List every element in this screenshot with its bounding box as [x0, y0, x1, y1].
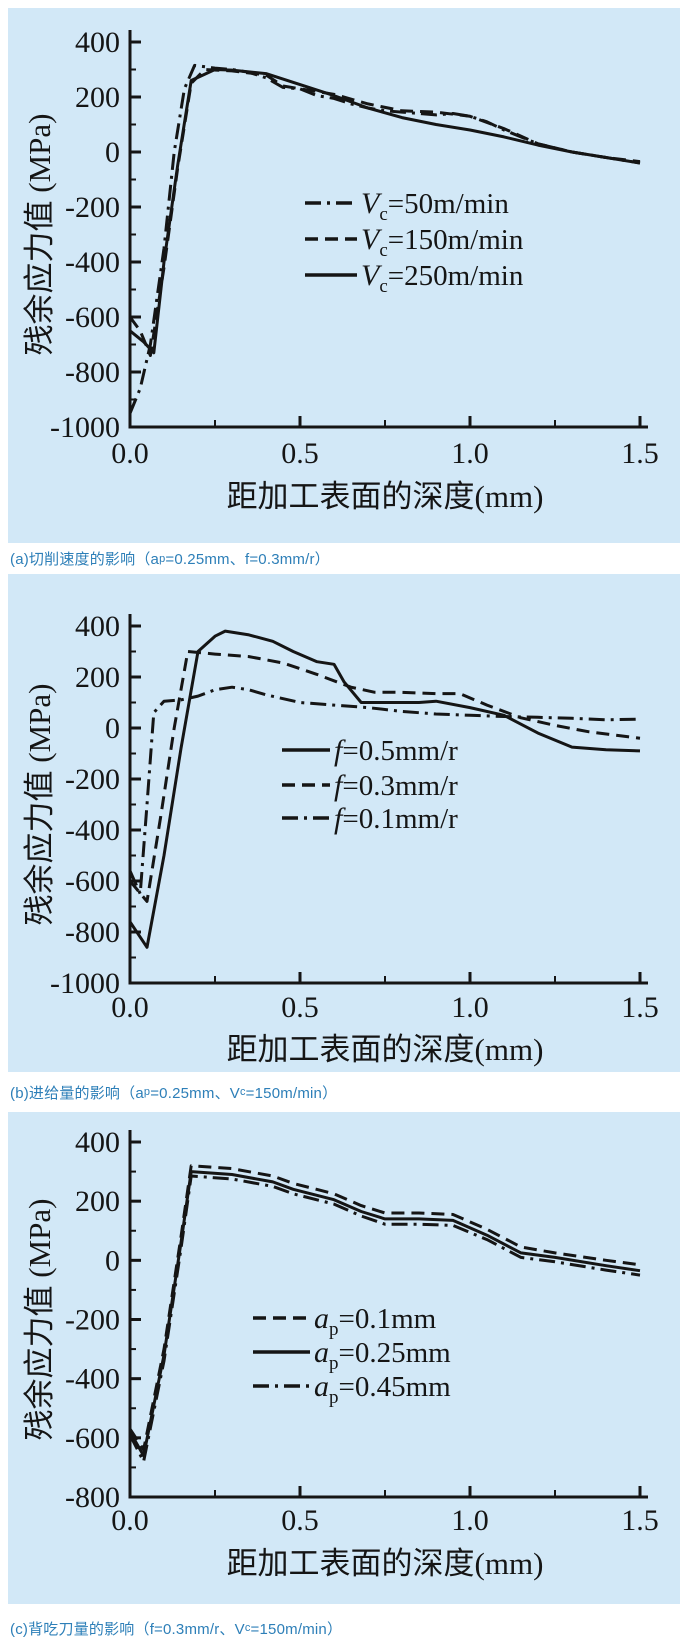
svg-text:1.0: 1.0 — [451, 1504, 489, 1537]
svg-text:1.0: 1.0 — [451, 991, 489, 1024]
svg-text:残余应力值 (MPa): 残余应力值 (MPa) — [22, 114, 57, 356]
svg-text:0.5: 0.5 — [281, 437, 319, 470]
svg-text:-1000: -1000 — [50, 967, 120, 1000]
svg-text:Vc=250m/min: Vc=250m/min — [361, 259, 524, 297]
svg-text:-200: -200 — [65, 1304, 120, 1337]
caption-c-text: (c)背吃刀量的影响（f=0.3mm/r、V — [10, 1620, 245, 1638]
svg-text:0.0: 0.0 — [111, 991, 149, 1024]
caption-a-text-rest: =0.25mm、f=0.3mm/r） — [165, 551, 330, 568]
svg-text:1.5: 1.5 — [621, 1504, 659, 1537]
svg-text:-200: -200 — [65, 763, 120, 796]
svg-text:残余应力值 (MPa): 残余应力值 (MPa) — [22, 684, 57, 926]
svg-text:-200: -200 — [65, 191, 120, 224]
caption-a-text: (a)切削速度的影响（a — [10, 551, 160, 568]
svg-text:-600: -600 — [65, 301, 120, 334]
svg-text:-600: -600 — [65, 865, 120, 898]
caption-b-text-mid: =0.25mm、V — [150, 1084, 240, 1102]
svg-text:-400: -400 — [65, 246, 120, 279]
caption-b: (b)进给量的影响（a p =0.25mm、V c =150m/min） — [10, 1072, 680, 1112]
chart-panel-a: -1000 -800 -600 -400 -200 0 200 400 0.0 0.5 1.0 1.5… — [8, 8, 680, 543]
svg-text:0.0: 0.0 — [111, 437, 149, 470]
svg-text:距加工表面的深度(mm): 距加工表面的深度(mm) — [227, 1546, 544, 1581]
caption-c: (c)背吃刀量的影响（f=0.3mm/r、V c =150m/min） — [10, 1604, 680, 1652]
svg-text:200: 200 — [75, 1185, 120, 1218]
svg-text:ap=0.25mm: ap=0.25mm — [314, 1336, 451, 1374]
svg-text:0: 0 — [105, 136, 120, 169]
svg-text:ap=0.45mm: ap=0.45mm — [314, 1370, 451, 1408]
svg-text:-800: -800 — [65, 1481, 120, 1514]
caption-a: (a)切削速度的影响（a p =0.25mm、f=0.3mm/r） — [10, 543, 680, 574]
chart-a-canvas: -1000 -800 -600 -400 -200 0 200 400 0.0 0.5 1.0 1.5… — [22, 26, 659, 514]
svg-text:距加工表面的深度(mm): 距加工表面的深度(mm) — [227, 1032, 544, 1067]
svg-text:0: 0 — [105, 1244, 120, 1277]
chart-b-canvas: -1000 -800 -600 -400 -200 0 200 400 0.0 0.5 1.0 1.5… — [22, 610, 659, 1067]
chart-c-canvas: -800 -600 -400 -200 0 200 400 0.0 0.5 1.0 1.5 距加工表面… — [22, 1126, 659, 1581]
svg-text:0: 0 — [105, 712, 120, 745]
svg-text:f=0.3mm/r: f=0.3mm/r — [334, 769, 458, 802]
caption-c-text-rest: =150m/min） — [250, 1620, 343, 1638]
svg-text:400: 400 — [75, 610, 120, 643]
svg-text:200: 200 — [75, 661, 120, 694]
svg-text:距加工表面的深度(mm): 距加工表面的深度(mm) — [227, 479, 544, 514]
svg-text:f=0.1mm/r: f=0.1mm/r — [334, 802, 458, 835]
svg-text:-400: -400 — [65, 814, 120, 847]
svg-text:400: 400 — [75, 26, 120, 59]
svg-text:0.0: 0.0 — [111, 1504, 149, 1537]
svg-text:1.0: 1.0 — [451, 437, 489, 470]
svg-text:f=0.5mm/r: f=0.5mm/r — [334, 734, 458, 767]
svg-text:200: 200 — [75, 81, 120, 114]
caption-b-text: (b)进给量的影响（a — [10, 1084, 144, 1102]
svg-text:残余应力值 (MPa): 残余应力值 (MPa) — [22, 1199, 57, 1441]
svg-text:-800: -800 — [65, 916, 120, 949]
svg-text:-600: -600 — [65, 1422, 120, 1455]
residual-stress-figure: -1000 -800 -600 -400 -200 0 200 400 0.0 0.5 1.0 1.5… — [0, 8, 680, 1652]
svg-text:1.5: 1.5 — [621, 437, 659, 470]
chart-panel-c: -800 -600 -400 -200 0 200 400 0.0 0.5 1.0 1.5 距加工表面… — [8, 1112, 680, 1604]
svg-text:Vc=50m/min: Vc=50m/min — [361, 187, 509, 225]
svg-text:0.5: 0.5 — [281, 1504, 319, 1537]
caption-b-text-rest: =150m/min） — [245, 1084, 338, 1102]
chart-panel-b: -1000 -800 -600 -400 -200 0 200 400 0.0 0.5 1.0 1.5… — [8, 574, 680, 1072]
svg-text:400: 400 — [75, 1126, 120, 1159]
svg-text:0.5: 0.5 — [281, 991, 319, 1024]
svg-text:Vc=150m/min: Vc=150m/min — [361, 223, 524, 261]
svg-text:-1000: -1000 — [50, 411, 120, 444]
svg-text:-400: -400 — [65, 1363, 120, 1396]
svg-text:ap=0.1mm: ap=0.1mm — [314, 1302, 437, 1340]
svg-text:-800: -800 — [65, 356, 120, 389]
svg-text:1.5: 1.5 — [621, 991, 659, 1024]
